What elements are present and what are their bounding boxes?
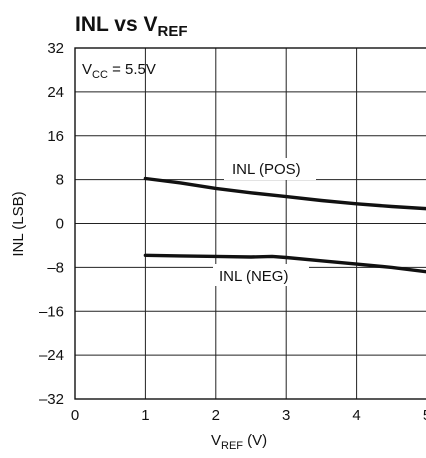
y-tick-label: 24	[47, 84, 64, 101]
series-label-bg-pos	[224, 158, 316, 180]
series-line-inl-pos	[143, 176, 426, 211]
x-tick-label: 3	[282, 407, 290, 424]
y-tick-label: 32	[47, 40, 64, 57]
condition-label: VCC = 5.5V	[82, 61, 156, 81]
series-label-inl-pos: INL (POS)	[232, 161, 301, 178]
x-tick-label: 2	[212, 407, 220, 424]
grid	[75, 48, 426, 399]
y-tick-label: –24	[39, 347, 64, 364]
x-axis-label: VREF (V)	[211, 432, 267, 452]
series-lines	[143, 176, 426, 274]
series-label-inl-neg: INL (NEG)	[219, 268, 288, 285]
y-tick-label: 0	[56, 216, 64, 233]
y-tick-label: –8	[47, 259, 64, 276]
y-tick-label: 8	[56, 172, 64, 189]
x-tick-label: 1	[141, 407, 149, 424]
series-line-inl-neg	[143, 253, 426, 274]
x-tick-labels: 0 1 2 3 4 5	[71, 407, 426, 424]
x-tick-label: 5	[423, 407, 426, 424]
y-axis-label: INL (LSB)	[10, 191, 27, 256]
chart-title: INL vs VREF	[75, 13, 187, 40]
y-tick-label: 16	[47, 128, 64, 145]
series-label-bg-neg	[213, 264, 309, 286]
y-tick-label: –32	[39, 391, 64, 408]
y-tick-label: –16	[39, 303, 64, 320]
plot-frame	[74, 47, 426, 400]
x-tick-label: 4	[352, 407, 360, 424]
y-tick-labels: 32 24 16 8 0 –8 –16 –24 –32	[39, 40, 64, 408]
x-tick-label: 0	[71, 407, 79, 424]
